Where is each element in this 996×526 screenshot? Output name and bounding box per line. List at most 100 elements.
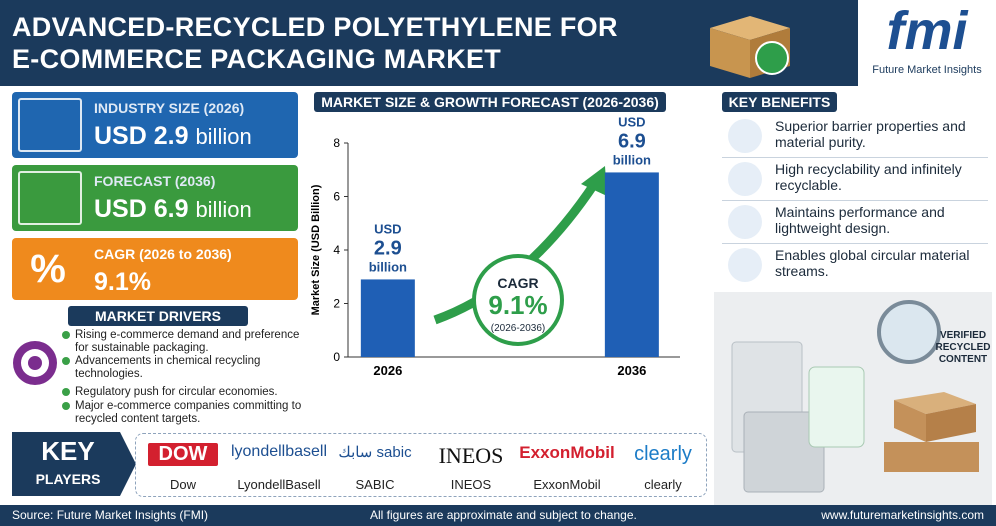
unit: billion [195, 197, 252, 222]
air-pillows [808, 366, 865, 448]
value: USD 6.9 [94, 195, 189, 223]
ring [28, 356, 42, 370]
player-name: ExxonMobil [533, 477, 601, 492]
tag-text: PLAYERS [36, 471, 101, 487]
y-tick-label: 2 [333, 297, 340, 311]
stat-value: USD 2.9 billion [94, 122, 252, 151]
target-icon [13, 341, 57, 385]
stat-card: % CAGR (2026 to 2036) 9.1% [12, 238, 298, 300]
player-logo: lyondellbasell [230, 443, 328, 460]
player-logo: INEOS [438, 443, 504, 468]
bar [604, 172, 659, 357]
x-tick-label: 2026 [373, 363, 402, 378]
stat-value: 9.1% [94, 268, 151, 297]
magnifier [877, 300, 941, 364]
stat-value: USD 6.9 billion [94, 195, 252, 224]
player-logo: DOW [148, 443, 218, 466]
value-suffix: billion [613, 152, 651, 167]
value-label: 6.9 [618, 130, 646, 152]
benefit-icon [728, 162, 762, 196]
separator [722, 200, 988, 201]
tag-shape [12, 432, 136, 496]
footer: Source: Future Market Insights (FMI) All… [0, 505, 996, 526]
driver-item: Major e-commerce companies committing to… [62, 400, 313, 425]
stat-label: FORECAST (2036) [94, 173, 216, 189]
brand-name: Future Market Insights [872, 64, 982, 76]
players-box [135, 433, 707, 497]
player-name: INEOS [450, 477, 492, 492]
box-side [710, 28, 750, 78]
logo: fmi [886, 1, 968, 61]
title: ADVANCED-RECYCLED POLYETHYLENE FOR [12, 12, 618, 42]
benefit-item: Enables global circular material streams… [775, 247, 970, 279]
y-axis-label: Market Size (USD Billion) [310, 184, 322, 315]
title: E-COMMERCE PACKAGING MARKET [12, 44, 502, 74]
bag [743, 411, 825, 493]
benefit-icon [728, 248, 762, 282]
box [884, 442, 979, 472]
value-suffix: billion [369, 259, 407, 274]
badge: VERIFIED RECYCLED CONTENT [930, 330, 996, 366]
player-name: Dow [169, 477, 196, 492]
benefit-icon [728, 205, 762, 239]
value: USD 2.9 [94, 122, 189, 150]
player-name: clearly [644, 477, 682, 492]
stat-card: FORECAST (2036) USD 6.9 billion [12, 165, 298, 231]
box-icon [710, 16, 790, 78]
value-prefix: USD [618, 114, 645, 129]
section-title: KEY BENEFITS [722, 92, 837, 112]
source: Source: Future Market Insights (FMI) [12, 508, 209, 522]
x-tick-label: 2036 [617, 363, 646, 378]
badge-line: VERIFIED [939, 330, 987, 341]
stat-card: INDUSTRY SIZE (2026) USD 2.9 billion [12, 92, 298, 158]
tag-text: KEY [41, 436, 94, 466]
note: All figures are approximate and subject … [370, 508, 637, 522]
icon [18, 171, 82, 225]
globe [755, 41, 789, 75]
bar [360, 279, 415, 357]
benefit-item: Superior barrier properties and material… [775, 118, 966, 150]
unit: billion [195, 124, 252, 149]
value-label: 2.9 [374, 237, 402, 259]
y-tick-label: 4 [333, 243, 340, 257]
logo-panel: fmi Future Market Insights [858, 0, 996, 86]
player-name: LyondellBasell [237, 477, 321, 492]
cagr-period: (2026-2036) [491, 323, 545, 334]
cagr-value: 9.1% [488, 290, 547, 320]
product-image [714, 292, 992, 505]
benefit-icon [728, 119, 762, 153]
cagr-circle [472, 254, 564, 346]
icon: % [30, 247, 66, 291]
header-band [0, 0, 996, 86]
players-tag: KEY PLAYERS [12, 432, 136, 496]
separator [722, 157, 988, 158]
benefit-item: Maintains performance and lightweight de… [775, 204, 945, 236]
stat-label: CAGR (2026 to 2036) [94, 246, 232, 262]
arrow-head [581, 166, 607, 196]
value-prefix: USD [374, 221, 401, 236]
url: www.futuremarketinsights.com [821, 508, 984, 522]
driver-item: Regulatory push for circular economies. [62, 386, 313, 399]
y-tick-label: 8 [333, 136, 340, 150]
benefit-item: High recyclability and infinitely recycl… [775, 161, 962, 193]
chart-title: MARKET SIZE & GROWTH FORECAST (2026-2036… [314, 92, 666, 112]
y-tick-label: 6 [333, 190, 340, 204]
badge-line: RECYCLED [935, 342, 991, 353]
box-side [926, 404, 976, 442]
driver-item: Rising e-commerce demand and preference … [62, 329, 313, 354]
player-name: SABIC [355, 477, 395, 492]
player-logo: ExxonMobil [519, 443, 615, 462]
player-logo: clearly [634, 443, 692, 465]
section-title: MARKET DRIVERS [68, 306, 248, 326]
badge-line: CONTENT [938, 354, 988, 365]
stat-label: INDUSTRY SIZE (2026) [94, 100, 245, 116]
cagr-title: CAGR [497, 275, 538, 291]
separator [722, 243, 988, 244]
box-top [894, 392, 976, 414]
player-logo: سابك sabic [338, 444, 412, 461]
y-tick-label: 0 [333, 350, 340, 364]
value: 9.1% [94, 268, 151, 296]
box-side [894, 400, 926, 442]
